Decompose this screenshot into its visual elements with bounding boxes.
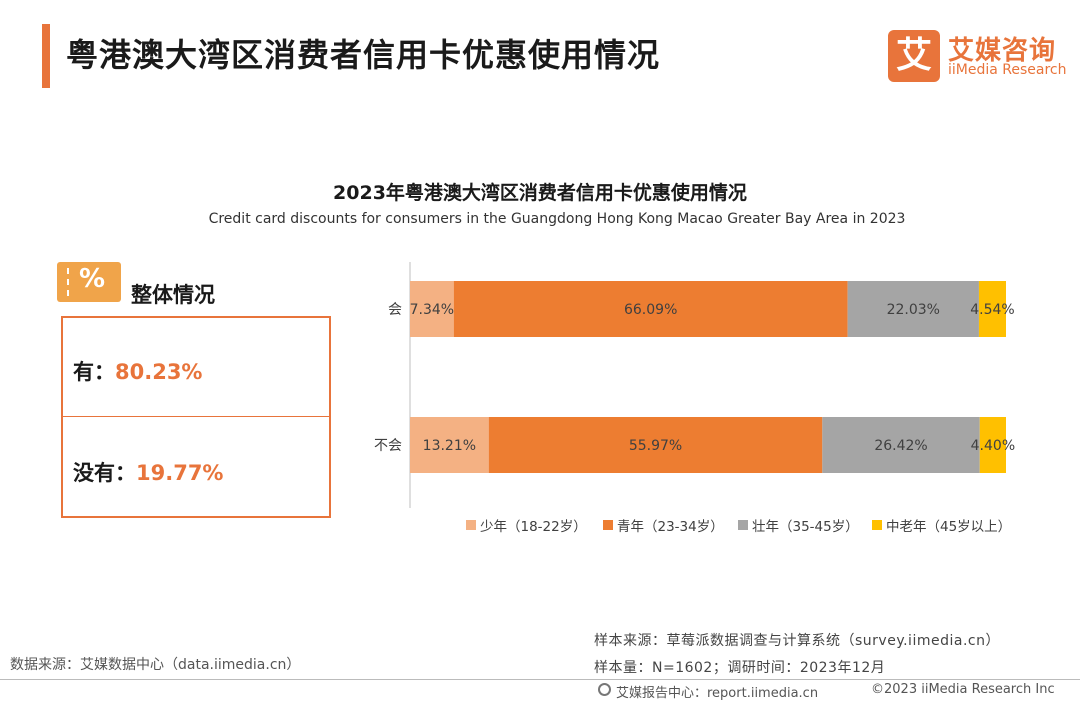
copyright: ©2023 iiMedia Research Inc [871,682,1055,697]
data-label: 4.40% [971,438,1015,454]
footer-divider [0,679,1080,680]
bar-segment [979,417,1006,473]
bar-segment [978,281,1006,337]
tag-perforation [67,268,72,296]
summary-row-no: 没有：19.77% [73,457,223,487]
legend-swatch [466,520,476,530]
summary-label-no: 没有： [73,461,136,485]
sample-source: 样本来源：草莓派数据调查与计算系统（survey.iimedia.cn） [594,633,1000,649]
bar-segment [453,281,848,337]
data-label: 4.54% [970,302,1014,318]
legend-entry: 壮年（35-45岁） [752,519,859,535]
bar-segment [847,281,979,337]
globe-icon [598,683,611,696]
summary-title: 整体情况 [131,283,215,307]
logo-cn-text: 艾媒咨询 [948,36,1057,66]
data-label: 26.42% [874,438,927,454]
bar-segment [488,417,823,473]
logo-mark-icon: 艾 [888,30,940,82]
legend-entry: 中老年（45岁以上） [886,519,1011,535]
legend-swatch [872,520,882,530]
bar-segment [410,417,489,473]
data-label: 13.21% [423,438,476,454]
data-label: 22.03% [887,302,940,318]
summary-value-no: 19.77% [136,461,224,485]
summary-row-yes: 有：80.23% [73,356,202,386]
legend-swatch [738,520,748,530]
data-source: 数据来源：艾媒数据中心（data.iimedia.cn） [10,657,301,673]
summary-value-yes: 80.23% [115,360,203,384]
percent-tag-icon: % [57,262,121,302]
category-label: 会 [388,302,402,318]
bar-segment [822,417,980,473]
report-center-link[interactable]: 艾媒报告中心：report.iimedia.cn [616,686,819,701]
legend-entry: 少年（18-22岁） [480,519,587,535]
data-label: 66.09% [624,302,677,318]
legend-swatch [603,520,613,530]
data-label: 7.34% [410,302,454,318]
brand-logo: 艾 艾媒咨询 iiMedia Research [888,30,1068,82]
title-accent-bar [42,24,50,88]
summary-box: 有：80.23% 没有：19.77% [61,316,331,518]
bar-segment [410,281,454,337]
chart-subtitle: Credit card discounts for consumers in t… [208,211,906,227]
page-title: 粤港澳大湾区消费者信用卡优惠使用情况 [66,36,661,74]
legend-entry: 青年（23-34岁） [617,519,724,535]
summary-label-yes: 有： [73,360,115,384]
summary-divider [63,416,329,417]
tag-symbol: % [79,264,106,294]
data-label: 55.97% [629,438,682,454]
stacked-bar-chart: 7.34% 66.09% 22.03% 4.54% 会 13.21% 55.97% 26.42… [374,262,1015,535]
logo-en-text: iiMedia Research [948,62,1067,78]
chart-title: 2023年粤港澳大湾区消费者信用卡优惠使用情况 [333,182,747,204]
category-label: 不会 [374,438,402,454]
sample-size: 样本量：N=1602；调研时间：2023年12月 [594,660,886,676]
